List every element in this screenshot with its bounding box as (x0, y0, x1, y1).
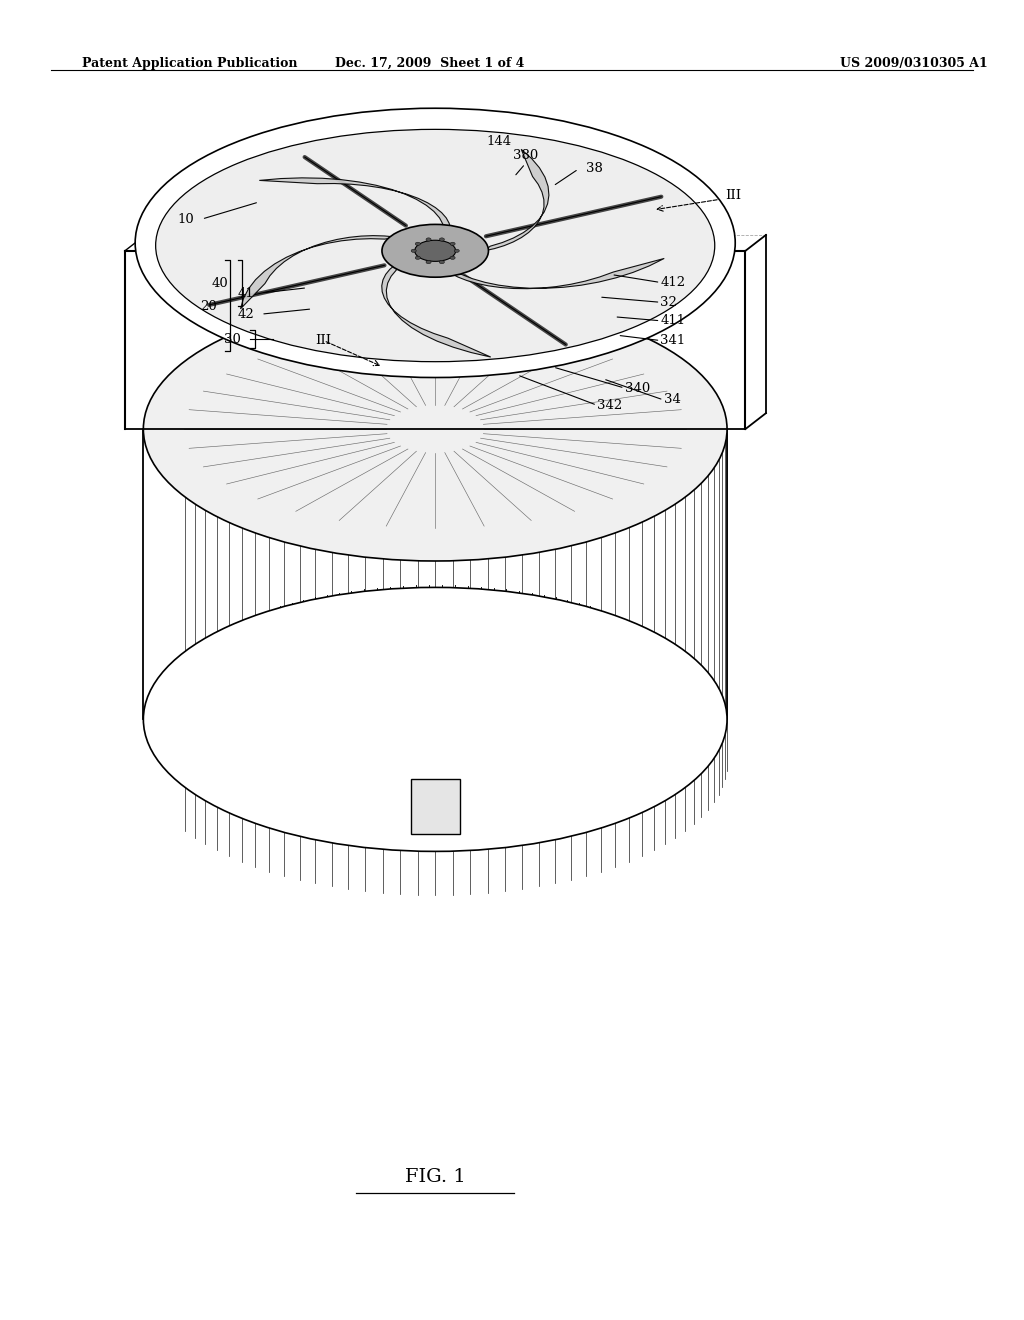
Ellipse shape (439, 260, 444, 264)
Text: 340: 340 (625, 381, 650, 395)
Text: 38: 38 (586, 162, 602, 176)
Ellipse shape (426, 238, 431, 242)
Polygon shape (241, 236, 395, 309)
Text: Dec. 17, 2009  Sheet 1 of 4: Dec. 17, 2009 Sheet 1 of 4 (336, 57, 524, 70)
Ellipse shape (439, 238, 444, 242)
Ellipse shape (416, 242, 421, 246)
FancyBboxPatch shape (411, 779, 460, 834)
Text: 342: 342 (597, 399, 623, 412)
Text: 341: 341 (660, 334, 686, 347)
Text: 34: 34 (664, 393, 680, 407)
Text: III: III (725, 189, 741, 202)
Text: 32: 32 (660, 296, 677, 309)
Ellipse shape (143, 587, 727, 851)
Ellipse shape (143, 297, 727, 561)
Text: ~: ~ (428, 207, 442, 226)
Text: 10: 10 (178, 213, 195, 226)
Ellipse shape (156, 129, 715, 362)
Ellipse shape (450, 242, 455, 246)
Text: 30: 30 (224, 333, 241, 346)
Text: 41: 41 (238, 286, 254, 300)
Text: 40: 40 (212, 277, 228, 290)
Polygon shape (259, 178, 451, 228)
Text: Patent Application Publication: Patent Application Publication (82, 57, 297, 70)
Text: 20: 20 (201, 300, 217, 313)
Text: 412: 412 (660, 276, 686, 289)
Text: III: III (315, 334, 332, 347)
Ellipse shape (411, 249, 416, 252)
Ellipse shape (426, 260, 431, 264)
Text: 144: 144 (486, 135, 511, 148)
Text: 380: 380 (513, 149, 538, 162)
Ellipse shape (455, 249, 459, 252)
Polygon shape (451, 259, 665, 289)
Text: 42: 42 (238, 308, 254, 321)
Ellipse shape (135, 108, 735, 378)
Ellipse shape (382, 224, 488, 277)
Polygon shape (484, 149, 549, 251)
Ellipse shape (415, 240, 456, 261)
Ellipse shape (416, 256, 421, 260)
Text: 411: 411 (660, 314, 686, 327)
Text: 1: 1 (430, 198, 440, 211)
Text: FIG. 1: FIG. 1 (404, 1168, 466, 1187)
Polygon shape (382, 264, 490, 356)
Ellipse shape (450, 256, 455, 260)
Text: US 2009/0310305 A1: US 2009/0310305 A1 (840, 57, 987, 70)
